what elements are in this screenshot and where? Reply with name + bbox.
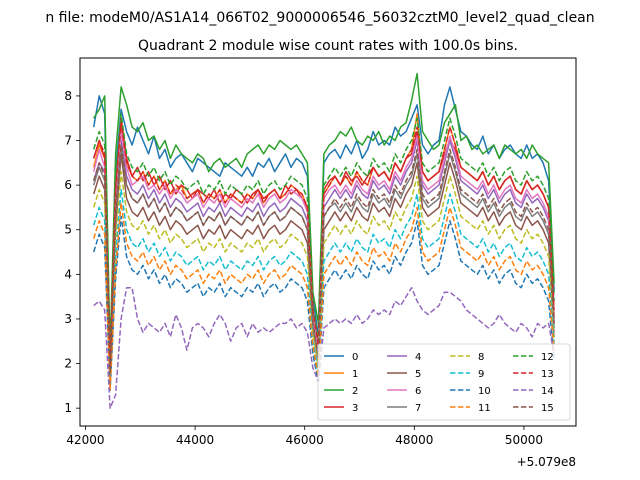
legend-item-13: 13 xyxy=(513,369,554,380)
legend-label: 13 xyxy=(541,369,554,380)
legend-item-7: 7 xyxy=(387,403,421,414)
legend-item-4: 4 xyxy=(387,352,421,363)
legend-label: 3 xyxy=(352,403,358,414)
plot-frame xyxy=(79,57,577,427)
y-tick-label: 6 xyxy=(64,178,72,192)
legend-item-12: 12 xyxy=(513,352,554,363)
y-tick-label: 8 xyxy=(64,89,72,103)
series-line-2 xyxy=(93,72,555,351)
x-tick-label: 44000 xyxy=(176,433,214,447)
y-tick-label: 3 xyxy=(64,312,72,326)
legend-item-11: 11 xyxy=(450,403,491,414)
y-tick-label: 7 xyxy=(64,134,72,148)
y-tick-label: 5 xyxy=(64,223,72,237)
legend-item-8: 8 xyxy=(450,352,484,363)
legend-box xyxy=(317,343,571,421)
x-offset-label: +5.079e8 xyxy=(517,455,576,469)
x-axis: 42000 44000 46000 48000 50000 xyxy=(66,426,543,447)
legend-label: 2 xyxy=(352,386,358,397)
chart-title: Quadrant 2 module wise count rates with … xyxy=(138,38,518,54)
legend-label: 11 xyxy=(478,403,491,414)
legend-item-0: 0 xyxy=(324,352,358,363)
legend-item-10: 10 xyxy=(450,386,491,397)
series-line-12 xyxy=(92,113,555,365)
series-line-14 xyxy=(93,286,555,409)
x-tick-label: 50000 xyxy=(505,433,543,447)
y-axis: 1 2 3 4 5 6 7 8 xyxy=(64,89,80,415)
legend-label: 7 xyxy=(415,403,421,414)
legend-label: 14 xyxy=(541,386,554,397)
legend-item-6: 6 xyxy=(387,386,421,397)
legend-item-14: 14 xyxy=(513,386,554,397)
y-tick-label: 2 xyxy=(64,357,72,371)
series-line-8 xyxy=(92,170,555,383)
legend-label: 6 xyxy=(415,386,421,397)
legend-label: 5 xyxy=(415,369,421,380)
legend-item-15: 15 xyxy=(513,403,554,414)
series-line-9 xyxy=(92,188,555,387)
y-tick-label: 4 xyxy=(64,267,72,281)
x-tick-label: 46000 xyxy=(286,433,324,447)
legend-item-9: 9 xyxy=(450,369,484,380)
legend-label: 1 xyxy=(352,369,358,380)
legend-label: 4 xyxy=(415,352,421,363)
legend-label: 15 xyxy=(541,403,554,414)
series-line-11 xyxy=(92,202,555,392)
legend-label: 0 xyxy=(352,352,358,363)
legend-item-5: 5 xyxy=(387,369,421,380)
legend-item-2: 2 xyxy=(324,386,358,397)
legend-item-1: 1 xyxy=(324,369,358,380)
legend-label: 9 xyxy=(478,369,484,380)
y-tick-label: 1 xyxy=(64,401,72,415)
series-line-15 xyxy=(92,144,555,374)
legend-label: 12 xyxy=(541,352,554,363)
legend-label: 10 xyxy=(478,386,491,397)
legend-label: 8 xyxy=(478,352,484,363)
legend-item-3: 3 xyxy=(324,403,358,414)
x-tick-label: 48000 xyxy=(395,433,433,447)
x-tick-label: 42000 xyxy=(66,433,104,447)
series-layer xyxy=(92,72,555,409)
chart-suptitle: n file: modeM0/AS1A14_066T02_9000006546_… xyxy=(45,10,594,26)
